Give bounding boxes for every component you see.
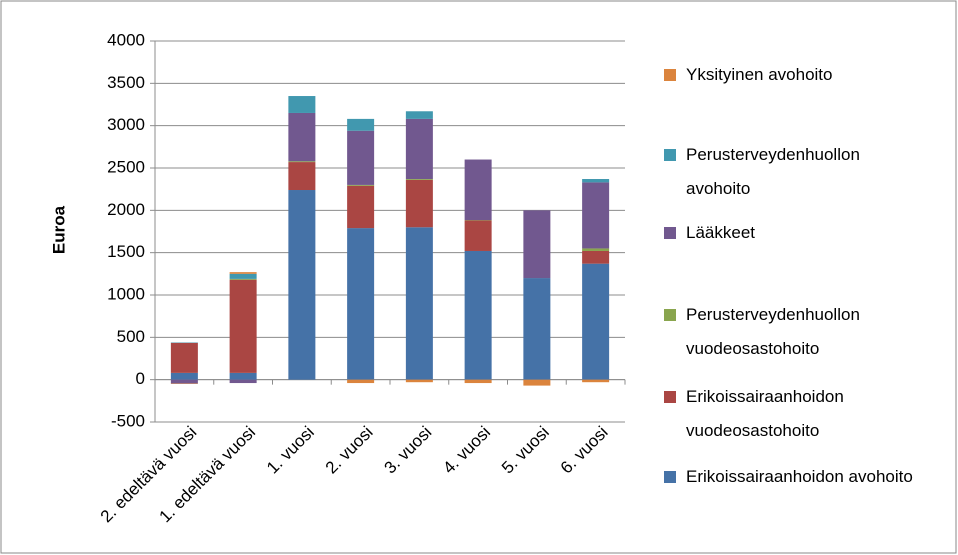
legend-label: Erikoissairaanhoidon avohoito <box>686 467 913 486</box>
bar-segment <box>523 379 551 386</box>
legend-swatch <box>664 149 676 161</box>
legend-label: Erikoissairaanhoidon vuodeosastohoito <box>686 387 844 440</box>
bar-segment <box>288 96 316 113</box>
legend-label: Lääkkeet <box>686 223 755 242</box>
bar-segment <box>464 220 492 251</box>
x-tick-label: 6. vuosi <box>557 423 612 478</box>
bar-segment <box>288 190 316 380</box>
bar-segment <box>229 273 257 279</box>
bar-segment <box>405 379 433 383</box>
legend-item: Erikoissairaanhoidon vuodeosastohoito <box>664 380 924 448</box>
y-axis-label: Euroa <box>49 205 68 254</box>
bar-segment <box>170 342 198 373</box>
y-tick-label: 3500 <box>107 73 145 92</box>
legend-item: Erikoissairaanhoidon avohoito <box>664 460 924 494</box>
bar-segment <box>229 279 257 373</box>
legend-item: Perusterveydenhuollon vuodeosastohoito <box>664 298 924 366</box>
y-tick-label: 2000 <box>107 200 145 219</box>
bar-segment <box>464 250 492 380</box>
bar-segment <box>288 162 316 191</box>
legend-swatch <box>664 471 676 483</box>
bar-segment <box>347 379 375 384</box>
x-tick-label: 5. vuosi <box>498 423 553 478</box>
bar-segment <box>170 379 198 384</box>
bar-segment <box>229 278 257 280</box>
y-tick-label: 0 <box>136 369 145 388</box>
y-tick-label: 4000 <box>107 30 145 49</box>
bar-segment <box>347 118 375 131</box>
bar-segment <box>405 179 433 180</box>
bar-segment <box>405 227 433 380</box>
x-tick-label: 3. vuosi <box>381 423 436 478</box>
x-tick-label: 2. edeltävä vuosi <box>97 423 201 527</box>
bar-segment <box>464 379 492 384</box>
bar-segment <box>229 379 257 384</box>
legend-label: Perusterveydenhuollon vuodeosastohoito <box>686 305 860 358</box>
legend-swatch <box>664 391 676 403</box>
bar-segment <box>347 228 375 380</box>
bar-segment <box>405 179 433 228</box>
bar-segment <box>582 379 610 383</box>
legend-label: Perusterveydenhuollon avohoito <box>686 145 860 198</box>
legend-swatch <box>664 227 676 239</box>
legend-item: Perusterveydenhuollon avohoito <box>664 138 924 206</box>
legend-item: Yksityinen avohoito <box>664 58 924 92</box>
bar-segment <box>288 112 316 162</box>
bar-segment <box>405 111 433 119</box>
bar-segment <box>582 248 610 251</box>
bar-segment <box>347 130 375 185</box>
legend-label: Yksityinen avohoito <box>686 65 833 84</box>
bar-segment <box>582 263 610 380</box>
bar-segment <box>405 118 433 180</box>
bar-segment <box>229 272 257 274</box>
y-tick-label: 500 <box>117 327 145 346</box>
bar-segment <box>523 278 551 380</box>
y-tick-label: 1500 <box>107 242 145 261</box>
bar-segment <box>582 250 610 264</box>
y-tick-label: 2500 <box>107 157 145 176</box>
x-tick-label: 2. vuosi <box>322 423 377 478</box>
y-tick-label: 3000 <box>107 115 145 134</box>
bar-segment <box>464 159 492 221</box>
y-tick-label: 1000 <box>107 284 145 303</box>
bar-segment <box>347 185 375 229</box>
legend-swatch <box>664 309 676 321</box>
bar-segment <box>347 184 375 186</box>
bar-segment <box>229 372 257 380</box>
bar-segment <box>582 179 610 183</box>
bar-segment <box>288 161 316 163</box>
bar-segment <box>582 182 610 249</box>
legend-swatch <box>664 69 676 81</box>
legend-item: Lääkkeet <box>664 216 924 250</box>
x-tick-label: 4. vuosi <box>439 423 494 478</box>
x-tick-label: 1. vuosi <box>263 423 318 478</box>
y-tick-label: -500 <box>111 411 145 430</box>
bar-segment <box>170 372 198 380</box>
bar-segment <box>523 210 551 279</box>
